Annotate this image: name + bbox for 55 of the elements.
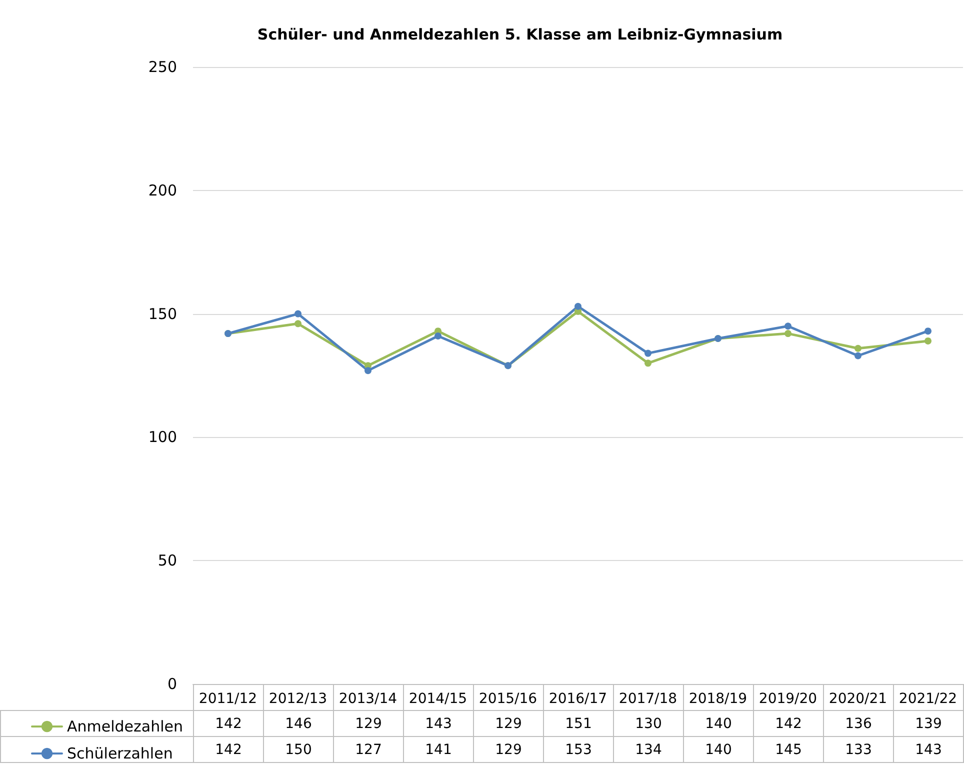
point (644, 360, 652, 367)
data-label: 133 (824, 736, 894, 762)
y-tick-label: 0 (167, 675, 177, 693)
point (574, 302, 582, 310)
y-tick-label: 250 (148, 58, 177, 76)
x-tick-label: 2013/14 (338, 691, 398, 707)
y-tick-label: 50 (158, 552, 177, 570)
x-tick-label: 2018/19 (688, 691, 748, 707)
point (784, 322, 792, 330)
x-tick-label: 2020/21 (828, 691, 888, 707)
point (644, 350, 652, 357)
x-tick-label: 2017/18 (618, 691, 678, 707)
legend-label: Anmeldezahlen (67, 718, 184, 736)
point (854, 344, 862, 352)
data-label: 129 (334, 710, 404, 736)
data-label: 142 (754, 710, 824, 736)
data-label: 150 (264, 736, 334, 762)
data-label: 151 (544, 710, 614, 736)
point (854, 352, 862, 360)
data-label: 134 (614, 736, 684, 762)
data-label: 145 (754, 736, 824, 762)
data-label: 143 (404, 710, 474, 736)
y-tick-label: 100 (148, 428, 177, 446)
point (294, 310, 302, 318)
data-label: 127 (334, 736, 404, 762)
x-tick-label: 2015/16 (478, 691, 538, 707)
y-tick-label: 150 (148, 304, 177, 323)
y-tick-label: 200 (148, 181, 177, 200)
data-label: 142 (194, 710, 264, 736)
data-label: 146 (264, 710, 334, 736)
chart-title: Schüler- und Anmeldezahlen 5. Klasse am Leibniz-Gymnasium (257, 26, 783, 44)
data-label: 142 (194, 736, 264, 762)
x-tick-label: 2011/12 (198, 691, 258, 707)
point (294, 320, 302, 328)
x-tick-label: 2014/15 (408, 691, 468, 707)
x-tick-label: 2016/17 (548, 691, 608, 707)
data-label: 129 (474, 736, 544, 762)
data-label: 143 (894, 736, 964, 762)
point (924, 337, 932, 344)
data-label: 136 (824, 710, 894, 736)
data-label: 153 (544, 736, 614, 762)
data-label: 139 (894, 710, 964, 736)
legend-label: Schülerzahlen (67, 744, 173, 762)
data-label: 140 (684, 736, 754, 762)
point (364, 367, 372, 374)
point (784, 330, 792, 338)
point (924, 328, 932, 335)
x-tick-label: 2012/13 (268, 691, 328, 707)
data-label: 141 (404, 736, 474, 762)
data-label: 140 (684, 710, 754, 736)
point (434, 332, 442, 340)
data-label: 129 (474, 710, 544, 736)
x-tick-label: 2021/22 (898, 691, 958, 707)
x-tick-label: 2019/20 (758, 691, 818, 707)
data-label: 130 (614, 710, 684, 736)
